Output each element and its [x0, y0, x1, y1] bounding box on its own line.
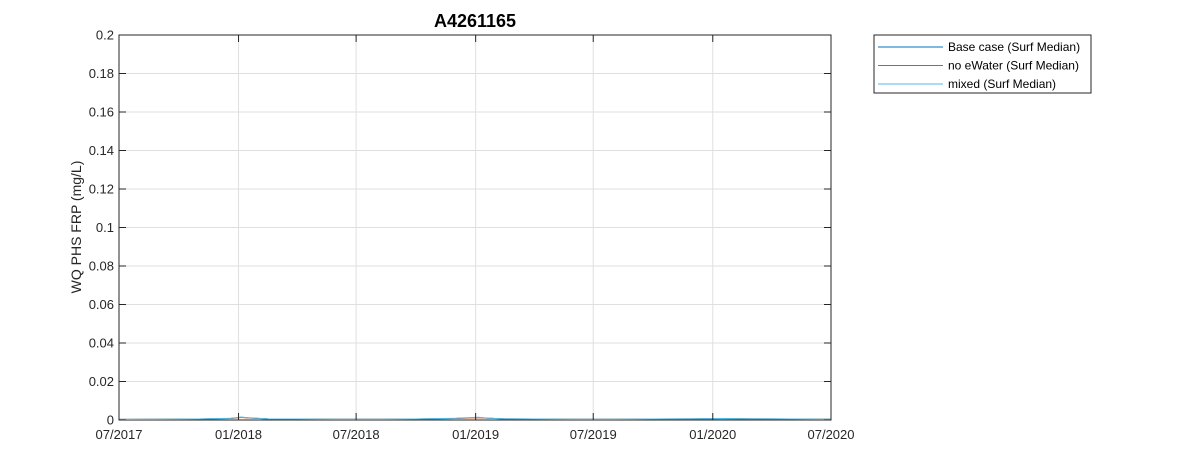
legend-label-2: no eWater (Surf Median) [948, 59, 1079, 73]
axis-ticks: 07/2017 01/2018 07/2018 01/2019 07/2019 01/20… [89, 28, 855, 443]
y-tick-label: 0.1 [96, 220, 114, 235]
y-tick-label: 0.16 [89, 105, 114, 120]
y-tick-label: 0.14 [89, 143, 114, 158]
y-tick-label: 0.2 [96, 28, 114, 43]
x-tick-label: 01/2019 [452, 427, 499, 442]
y-axis-label: WQ PHS FRP (mg/L) [68, 161, 84, 294]
legend: Base case (Surf Median) no eWater (Surf M… [873, 34, 1092, 94]
y-tick-label: 0.18 [89, 66, 114, 81]
y-tick-label: 0 [107, 413, 114, 428]
x-tick-label: 07/2020 [808, 427, 855, 442]
x-tick-label: 01/2018 [215, 427, 262, 442]
x-tick-label: 07/2017 [96, 427, 143, 442]
legend-label-1: Base case (Surf Median) [948, 40, 1080, 54]
legend-box [873, 34, 1092, 94]
x-tick-label: 07/2019 [570, 427, 617, 442]
y-tick-label: 0.12 [89, 182, 114, 197]
y-tick-label: 0.04 [89, 336, 114, 351]
y-tick-label: 0.06 [89, 297, 114, 312]
y-tick-label: 0.02 [89, 374, 114, 389]
legend-label-3: mixed (Surf Median) [948, 77, 1056, 91]
y-tick-label: 0.08 [89, 259, 114, 274]
x-tick-label: 01/2020 [689, 427, 736, 442]
series-line-3 [118, 416, 832, 420]
grid [118, 34, 832, 421]
chart-title: A4261165 [434, 11, 516, 31]
series-layer [118, 416, 832, 420]
x-tick-label: 07/2018 [333, 427, 380, 442]
